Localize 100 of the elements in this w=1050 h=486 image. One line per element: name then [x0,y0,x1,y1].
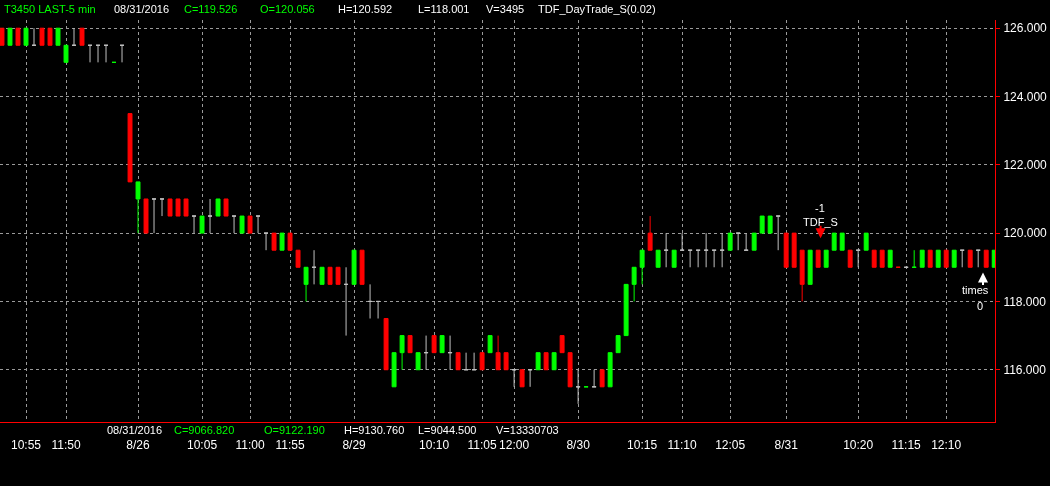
candlestick [991,249,995,268]
candlestick [727,232,733,251]
x-tick-label: 11:15 [891,438,922,453]
candlestick [95,44,101,63]
candlestick [503,352,509,371]
candlestick [23,27,29,46]
candlestick [535,352,541,371]
candlestick [367,283,373,320]
x-tick-label: 8/29 [342,438,367,453]
candlestick [615,335,621,354]
candlestick [495,335,501,371]
candlestick [983,249,989,268]
candlestick [159,198,165,217]
candlestick [631,266,637,302]
y-tick-label: 124.000 [1003,89,1048,104]
candlestick [0,27,5,46]
candlestick [823,249,829,268]
candlestick [927,249,933,268]
candlestick [255,215,261,234]
candlestick [279,232,285,251]
candlestick [775,215,781,251]
candlestick [191,215,197,234]
candlestick [655,249,661,268]
candlestick [119,44,125,63]
candlestick [807,249,813,285]
annotation: times [962,284,989,296]
candlestick [663,232,669,268]
candlestick [407,335,413,354]
text: H=120.592 [338,3,393,15]
candlestick [375,300,381,320]
candlestick [951,249,957,268]
y-tick-label: 118.000 [1003,294,1047,309]
candlestick [271,232,277,251]
candlestick [919,249,925,268]
candlestick [711,249,717,268]
x-tick-label: 10:55 [10,438,42,453]
candlestick [471,352,477,371]
candlestick [527,369,533,388]
candlestick [791,232,797,268]
candlestick [839,232,845,251]
candlestick [239,215,245,234]
text: H=9130.760 [344,424,405,436]
candlestick [215,198,221,217]
candlestick [759,215,765,234]
annotation: -1 [815,202,825,214]
candlestick [183,198,189,217]
candlestick [671,249,677,268]
candlestick [343,266,349,337]
candlestick [15,27,21,46]
annotation: 0 [977,300,984,312]
candlestick [783,232,789,268]
annotation: TDF_S [803,216,838,228]
candlestick [431,335,437,354]
y-tick-label: 126.000 [1003,21,1048,36]
candlestick [415,352,421,371]
candlestick [351,249,357,285]
candlestick [519,369,525,388]
candlestick [295,249,301,268]
candlestick [679,232,685,251]
candlestick [511,369,517,388]
candlestick [31,27,37,46]
x-tick-label: 11:05 [467,438,497,453]
candlestick [167,198,173,217]
candlestick [623,283,629,337]
candlestick [767,215,773,234]
candlestick [599,369,605,388]
candlestick [207,198,213,234]
text: TDF_DayTrade_S(0.02) [538,3,656,15]
candlestick [455,352,461,371]
text: 08/31/2016 [114,3,170,15]
candlestick [231,215,237,234]
candlestick [543,352,549,371]
x-tick-label: 10:20 [843,438,874,453]
candlestick [47,27,53,46]
y-tick-label: 116.000 [1003,362,1047,377]
candlestick [263,232,269,251]
candlestick [959,249,965,268]
x-tick-label: 11:50 [51,438,81,453]
x-tick-label: 8/31 [774,438,799,453]
candlestick [135,181,141,234]
candlestick [855,249,861,268]
candlestick [799,249,805,302]
candlestick [607,352,613,388]
text: C=9066.820 [174,424,235,436]
candlestick [639,249,645,285]
candlestick [487,335,493,354]
candlestick [143,198,149,234]
candlestick [399,335,405,371]
candlestick [703,232,709,268]
candlestick [287,232,293,251]
x-tick-label: 10:10 [419,438,450,453]
candlestick [887,249,893,268]
candlestick [223,198,229,217]
x-tick-label: 10:05 [187,438,218,453]
candlestick [423,335,429,371]
candlestick [975,249,981,268]
candlestick [175,198,181,217]
candlestick [871,249,877,268]
candlestick [815,249,821,268]
candlestick [935,249,941,268]
